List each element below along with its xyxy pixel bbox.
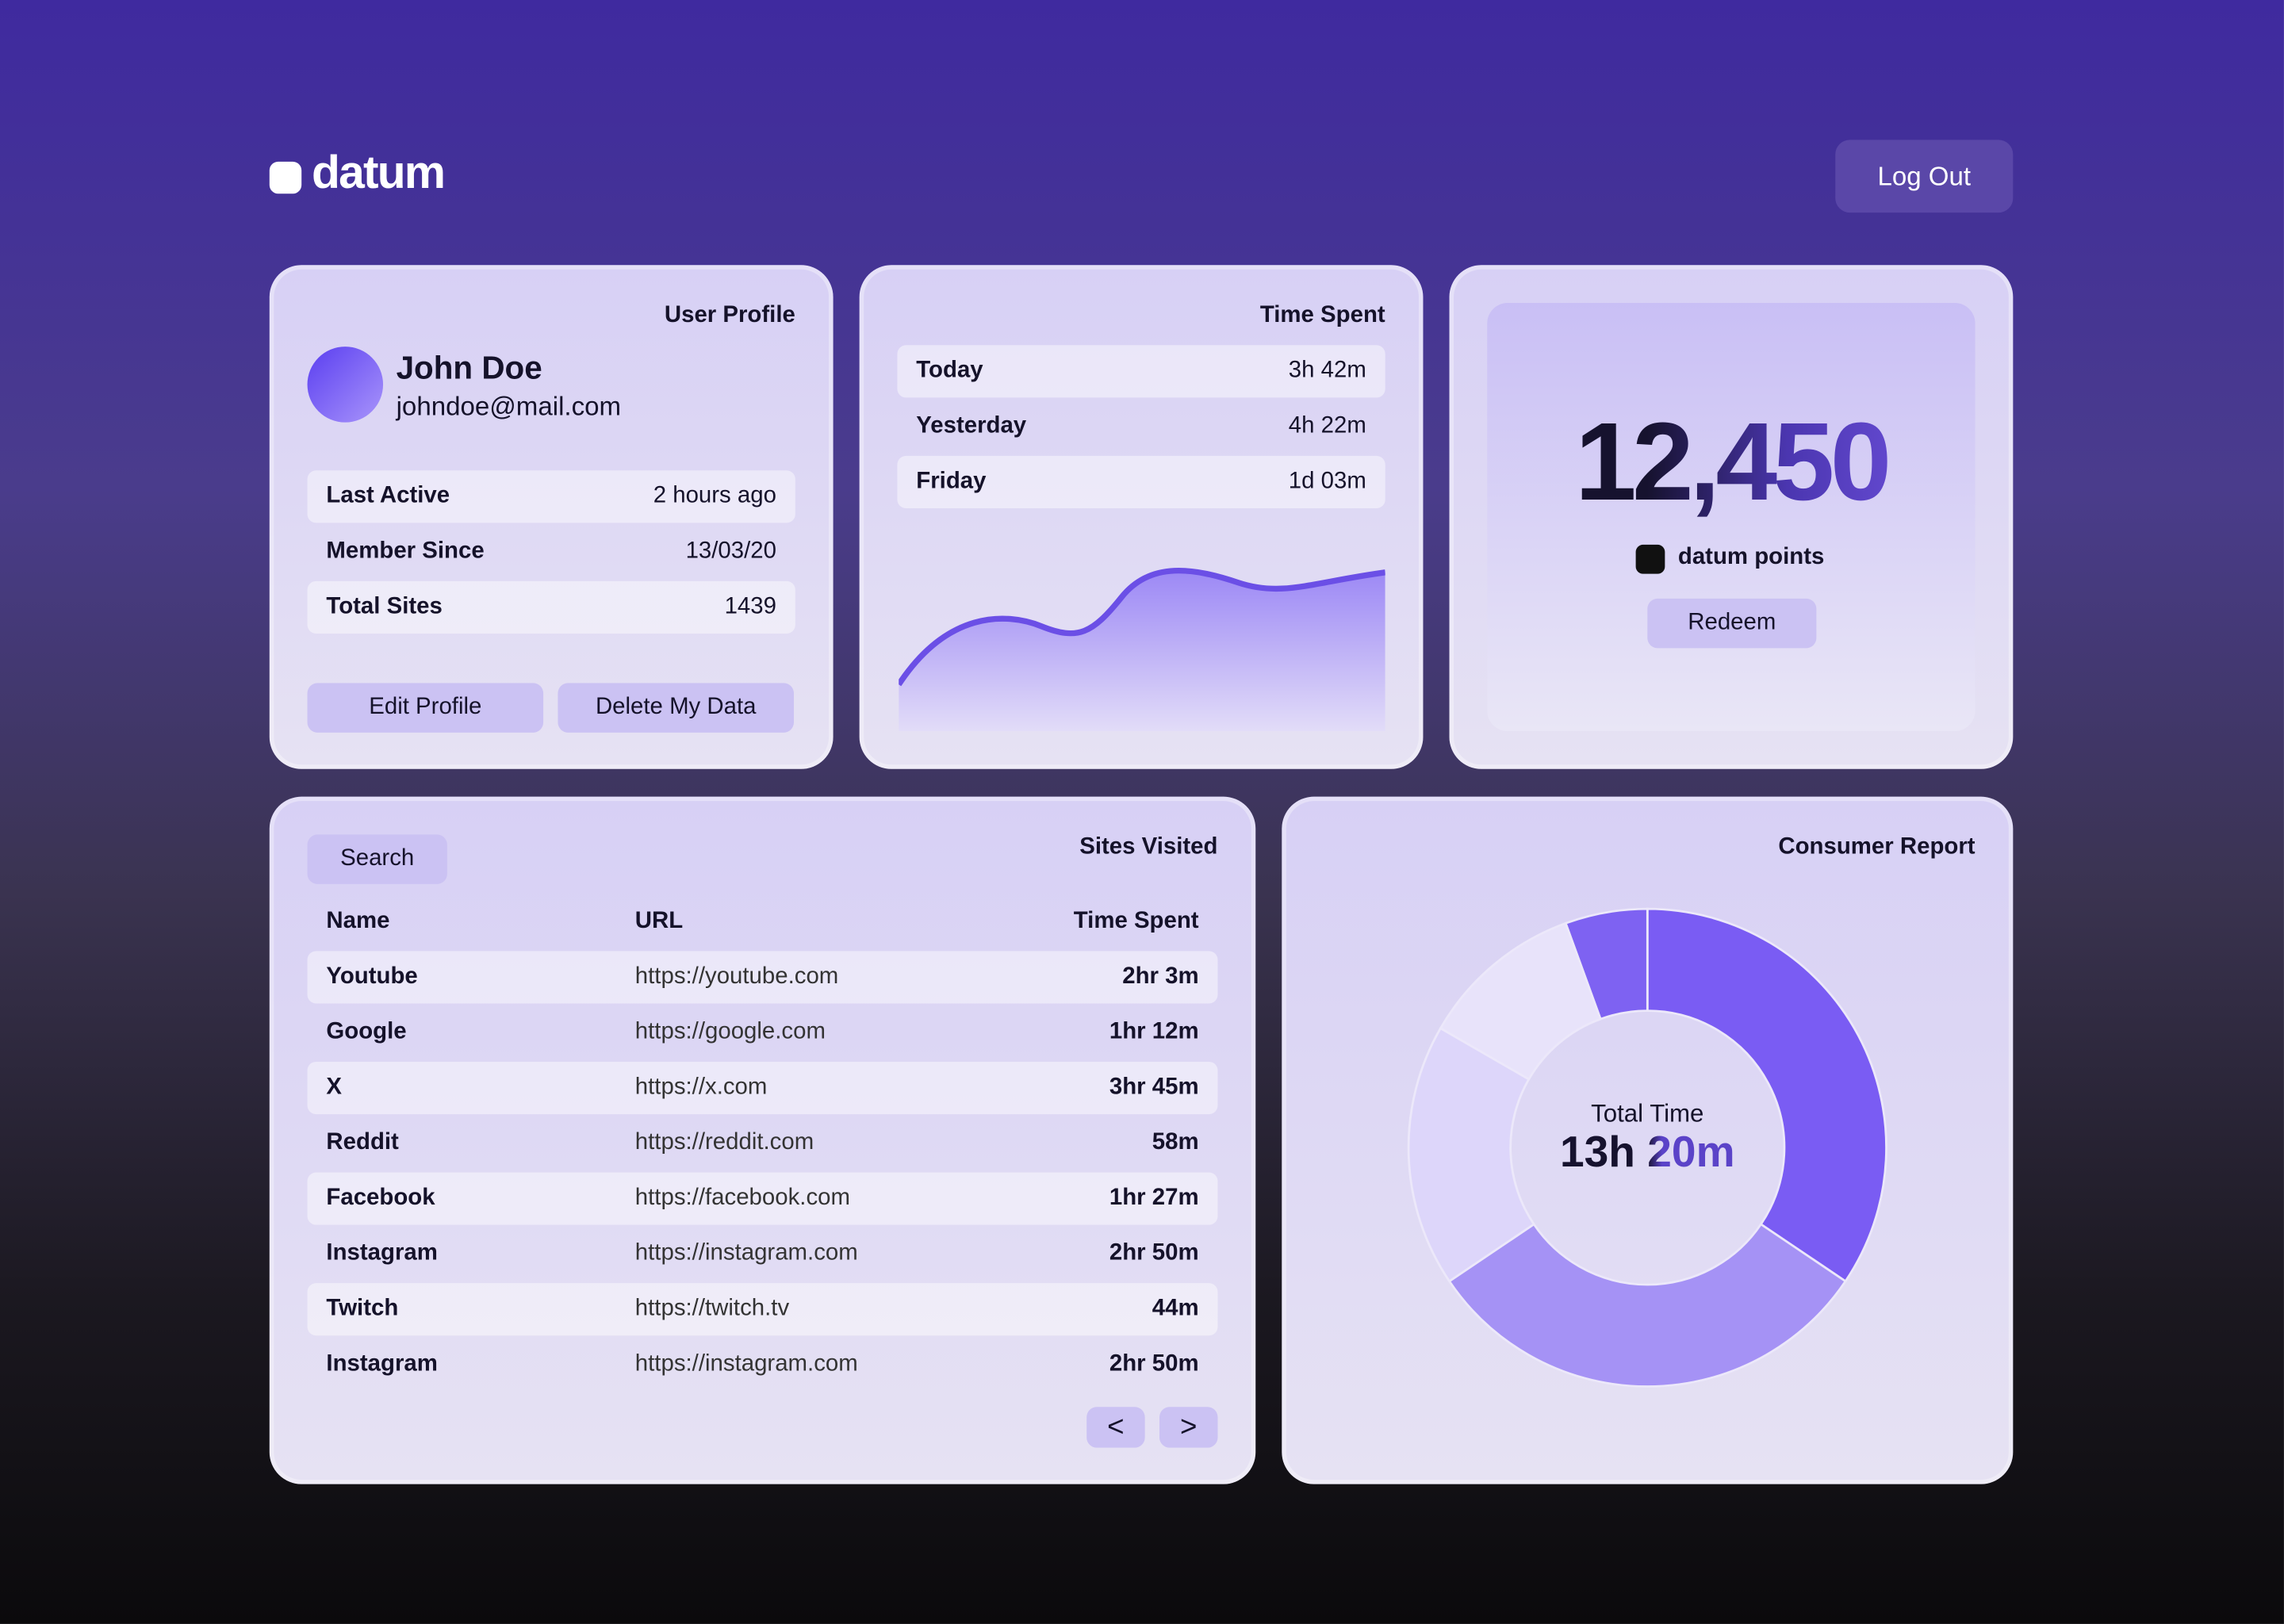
- points-card: 12,450 datum points Redeem: [1449, 265, 2014, 769]
- column-header: Name: [326, 909, 390, 934]
- site-url: https://x.com: [634, 1074, 768, 1100]
- info-row: Friday 1d 03m: [897, 455, 1385, 509]
- card-title: User Profile: [664, 303, 795, 328]
- search-button[interactable]: Search: [307, 834, 447, 884]
- info-row: Last Active 2 hours ago: [307, 470, 795, 523]
- site-url: https://twitch.tv: [634, 1296, 790, 1321]
- profile-card: User Profile John Doe johndoe@mail.com E…: [269, 265, 834, 769]
- site-time: 1hr 12m: [1109, 1019, 1199, 1044]
- site-name: Reddit: [326, 1130, 399, 1155]
- points-icon: [1635, 544, 1665, 574]
- donut-segment: [1646, 907, 1887, 1283]
- site-url: https://instagram.com: [634, 1240, 858, 1266]
- site-url: https://google.com: [634, 1019, 826, 1044]
- info-row: Today 3h 42m: [897, 345, 1385, 398]
- area-line: [899, 568, 1385, 687]
- row-label: Last Active: [326, 483, 450, 509]
- site-time: 2hr 50m: [1109, 1351, 1199, 1377]
- info-row: Member Since 13/03/20: [308, 526, 795, 578]
- table-row: Instagram https://instagram.com 2hr 50m: [308, 1228, 1218, 1280]
- site-url: https://instagram.com: [634, 1351, 858, 1377]
- site-time: 3hr 45m: [1109, 1074, 1199, 1100]
- donut-chart: [1407, 907, 1887, 1388]
- row-label: Member Since: [326, 538, 485, 564]
- site-time: 44m: [1152, 1296, 1199, 1321]
- site-name: Instagram: [326, 1240, 438, 1266]
- table-row: Reddit https://reddit.com 58m: [308, 1117, 1218, 1170]
- logout-button[interactable]: Log Out: [1835, 140, 2014, 213]
- table-row: Twitch https://twitch.tv 44m: [307, 1283, 1218, 1336]
- total-time: 13h 20m: [1282, 1128, 2013, 1178]
- area: [899, 570, 1385, 732]
- table-row: Google https://google.com 1hr 12m: [308, 1006, 1218, 1059]
- prev-button[interactable]: <: [1086, 1407, 1145, 1448]
- row-value: 4h 22m: [1288, 413, 1366, 439]
- logo: datum: [312, 145, 446, 198]
- info-row: Yesterday 4h 22m: [897, 400, 1385, 453]
- site-url: https://facebook.com: [634, 1185, 850, 1211]
- site-name: Instagram: [326, 1351, 438, 1377]
- card-title: Time Spent: [1259, 303, 1385, 328]
- table-row: Youtube https://youtube.com 2hr 3m: [307, 951, 1218, 1004]
- row-value: 1d 03m: [1288, 469, 1366, 494]
- column-header: URL: [634, 909, 684, 934]
- site-time: 2hr 3m: [1122, 963, 1199, 990]
- edit-button[interactable]: Edit Profile: [307, 683, 544, 733]
- avatar: [307, 347, 384, 423]
- donut-segment: [1564, 907, 1649, 1021]
- delete-button[interactable]: Delete My Data: [558, 683, 795, 733]
- row-value: 2 hours ago: [653, 483, 776, 509]
- donut-segment: [1447, 1222, 1847, 1388]
- site-time: 2hr 50m: [1109, 1240, 1199, 1266]
- row-label: Yesterday: [916, 413, 1027, 439]
- row-label: Total Sites: [326, 594, 443, 619]
- site-time: 1hr 27m: [1109, 1185, 1199, 1211]
- user-name: John Doe: [396, 349, 542, 386]
- table-row: Facebook https://facebook.com 1hr 27m: [307, 1172, 1218, 1225]
- center-label: Total Time: [1591, 1099, 1704, 1128]
- site-url: https://youtube.com: [634, 963, 839, 990]
- row-value: 3h 42m: [1288, 358, 1366, 384]
- site-name: Google: [326, 1019, 407, 1044]
- site-name: Twitch: [326, 1296, 399, 1321]
- row-value: 1439: [724, 594, 776, 619]
- table-header: Name URL Time Spent: [308, 896, 1218, 948]
- row-label: Today: [916, 358, 983, 384]
- area-chart: [899, 568, 1385, 732]
- info-row: Total Sites 1439: [307, 580, 795, 634]
- site-url: https://reddit.com: [634, 1130, 814, 1155]
- card-title: Consumer Report: [1778, 834, 1976, 860]
- report-card: Consumer Report Total Time 13h 20m: [1282, 796, 2014, 1484]
- row-value: 13/03/20: [685, 538, 776, 564]
- site-time: 58m: [1152, 1130, 1199, 1155]
- points-panel: [1487, 303, 1976, 732]
- time-card: Time Spent Today 3h 42m Yesterday 4h 22m Fri…: [859, 265, 1424, 769]
- site-name: Facebook: [326, 1185, 435, 1211]
- donut-segment: [1407, 1026, 1536, 1283]
- column-header: Time Spent: [1073, 909, 1199, 934]
- logo-icon: [269, 161, 302, 194]
- user-email: johndoe@mail.com: [396, 392, 622, 421]
- site-name: X: [326, 1074, 343, 1100]
- points-label: datum points: [1677, 544, 1825, 570]
- site-name: Youtube: [326, 963, 418, 990]
- table-row: Instagram https://instagram.com 2hr 50m: [308, 1339, 1218, 1391]
- row-label: Friday: [916, 469, 987, 494]
- sites-card: Search Sites Visited < > Name URL Time Spe…: [269, 796, 1256, 1484]
- points-value: 12,450: [1450, 399, 2014, 526]
- redeem-button[interactable]: Redeem: [1647, 598, 1817, 649]
- card-title: Sites Visited: [1079, 834, 1218, 860]
- search-label: Search: [340, 846, 415, 871]
- next-button[interactable]: >: [1159, 1407, 1218, 1448]
